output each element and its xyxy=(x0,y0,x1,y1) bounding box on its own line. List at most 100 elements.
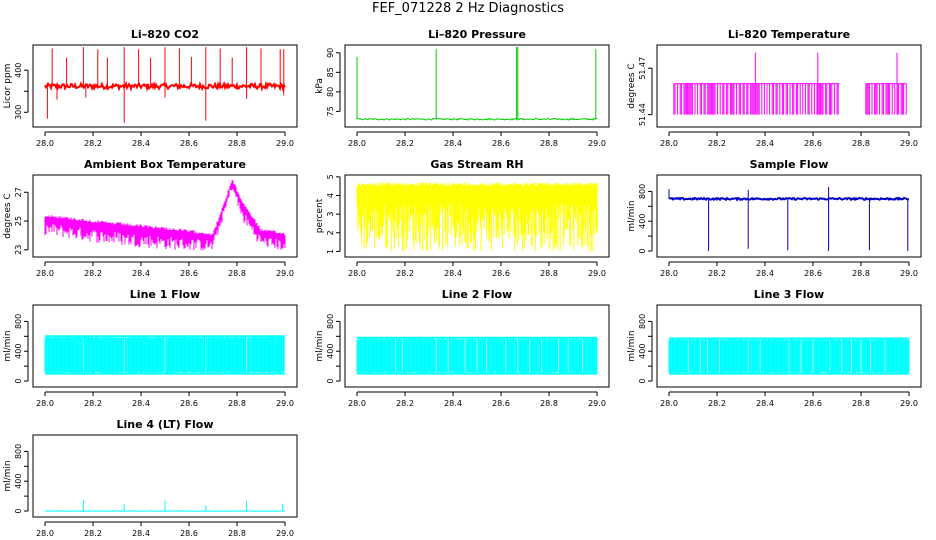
series-rh xyxy=(356,182,598,252)
series-line1 xyxy=(44,335,285,375)
x-tick-label: 29.0 xyxy=(588,269,606,278)
chart-co2: Li–820 CO2 Licor ppm 28.0 28.2 28.4 28.6 28.8 2… xyxy=(3,28,298,148)
y-tick-label: 25 xyxy=(14,216,23,226)
chart-title: Li–820 Temperature xyxy=(728,28,850,41)
y-axis-label: ml/min xyxy=(627,330,637,361)
x-tick-label: 28.6 xyxy=(180,269,198,278)
y-axis-label: degrees C xyxy=(627,63,637,108)
y-tick-label: 3 xyxy=(326,212,335,217)
y-tick-label: 400 xyxy=(14,63,23,78)
x-tick-label: 28.0 xyxy=(660,399,678,408)
x-tick-label: 28.6 xyxy=(804,269,822,278)
x-tick-label: 28.0 xyxy=(36,399,54,408)
y-tick-label: 400 xyxy=(14,474,23,489)
plot-frame xyxy=(32,174,298,258)
x-tick-label: 29.0 xyxy=(900,139,918,148)
x-tick-label: 28.6 xyxy=(180,399,198,408)
x-tick-label: 29.0 xyxy=(276,399,294,408)
series-sample xyxy=(668,186,910,252)
x-tick-label: 28.8 xyxy=(540,269,558,278)
x-tick-label: 28.6 xyxy=(180,529,198,538)
x-tick-label: 28.8 xyxy=(852,269,870,278)
y-tick-label: 85 xyxy=(326,67,335,77)
series-pressure xyxy=(356,46,597,121)
chart-line2: Line 2 Flow ml/min 28.0 28.2 28.4 28.6 28.8 29.… xyxy=(315,288,610,408)
x-tick-label: 28.2 xyxy=(708,139,726,148)
y-tick-label: 27 xyxy=(14,187,23,197)
chart-title: Li–820 Pressure xyxy=(428,28,526,41)
x-tick-label: 29.0 xyxy=(588,139,606,148)
x-tick-label: 28.0 xyxy=(348,399,366,408)
chart-title: Line 1 Flow xyxy=(130,288,200,301)
plot-frame xyxy=(32,304,298,388)
y-tick-label: 0 xyxy=(638,248,647,253)
x-tick-label: 28.8 xyxy=(228,529,246,538)
x-tick-label: 28.0 xyxy=(36,269,54,278)
chart-sample: Sample Flow ml/min 28.0 28.2 28.4 28.6 28.8 29.… xyxy=(627,158,922,278)
y-axis-label: ml/min xyxy=(627,200,637,231)
y-tick-label: 400 xyxy=(14,344,23,359)
plot-frame xyxy=(32,44,298,128)
x-tick-label: 29.0 xyxy=(276,529,294,538)
chart-title: Li–820 CO2 xyxy=(131,28,199,41)
chart-line1: Line 1 Flow ml/min 28.0 28.2 28.4 28.6 28.8 29.… xyxy=(3,288,298,408)
y-tick-label: 5 xyxy=(326,174,335,179)
series-line2 xyxy=(356,336,598,375)
y-tick-label: 800 xyxy=(638,184,647,199)
x-tick-label: 28.6 xyxy=(804,139,822,148)
x-tick-label: 29.0 xyxy=(276,139,294,148)
y-axis-label: ml/min xyxy=(3,330,13,361)
y-tick-label: 0 xyxy=(638,378,647,383)
x-tick-label: 28.2 xyxy=(708,399,726,408)
x-tick-label: 29.0 xyxy=(900,399,918,408)
series-line4 xyxy=(44,499,286,512)
plot-frame xyxy=(344,304,610,388)
x-tick-label: 28.2 xyxy=(84,139,102,148)
x-tick-label: 28.4 xyxy=(756,139,774,148)
y-axis-label: ml/min xyxy=(315,330,325,361)
x-tick-label: 28.4 xyxy=(444,399,462,408)
y-tick-label: 80 xyxy=(326,87,335,97)
y-tick-label: 1 xyxy=(326,249,335,254)
x-tick-label: 29.0 xyxy=(588,399,606,408)
x-tick-label: 28.2 xyxy=(396,399,414,408)
x-tick-label: 28.0 xyxy=(348,269,366,278)
x-tick-label: 28.6 xyxy=(804,399,822,408)
chart-temperature: Li–820 Temperature degrees C 28.0 28.2 28.4 2… xyxy=(627,28,922,148)
y-tick-label: 0 xyxy=(14,378,23,383)
page-title: FEF_071228 2 Hz Diagnostics xyxy=(372,1,564,16)
x-tick-label: 28.2 xyxy=(84,269,102,278)
x-tick-label: 28.2 xyxy=(708,269,726,278)
chart-title: Line 3 Flow xyxy=(754,288,824,301)
plot-frame xyxy=(656,44,922,128)
x-tick-label: 28.4 xyxy=(756,399,774,408)
y-tick-label: 300 xyxy=(14,105,23,120)
chart-line4: Line 4 (LT) Flow ml/min 28.0 28.2 28.4 28.6 28… xyxy=(3,418,298,538)
x-tick-label: 28.8 xyxy=(852,139,870,148)
y-axis-label: percent xyxy=(315,198,325,233)
y-tick-label: 800 xyxy=(14,314,23,329)
y-tick-label: 23 xyxy=(14,245,23,255)
x-tick-label: 29.0 xyxy=(276,269,294,278)
plot-frame xyxy=(344,174,610,258)
y-tick-label: 75 xyxy=(326,106,335,116)
y-axis-label: ml/min xyxy=(3,460,13,491)
x-tick-label: 28.0 xyxy=(36,139,54,148)
chart-title: Sample Flow xyxy=(750,158,829,171)
plot-frame xyxy=(656,304,922,388)
series-co2 xyxy=(44,47,286,123)
data-line xyxy=(668,196,910,202)
x-tick-label: 28.4 xyxy=(132,399,150,408)
y-tick-label: 4 xyxy=(326,193,335,198)
x-tick-label: 28.8 xyxy=(228,399,246,408)
y-axis-label: Licor ppm xyxy=(3,64,13,109)
chart-title: Line 2 Flow xyxy=(442,288,512,301)
x-tick-label: 28.6 xyxy=(492,399,510,408)
x-tick-label: 28.6 xyxy=(492,269,510,278)
x-tick-label: 28.4 xyxy=(132,529,150,538)
x-tick-label: 28.0 xyxy=(660,269,678,278)
x-tick-label: 28.4 xyxy=(444,269,462,278)
plot-frame xyxy=(32,434,298,518)
x-tick-label: 28.8 xyxy=(228,139,246,148)
